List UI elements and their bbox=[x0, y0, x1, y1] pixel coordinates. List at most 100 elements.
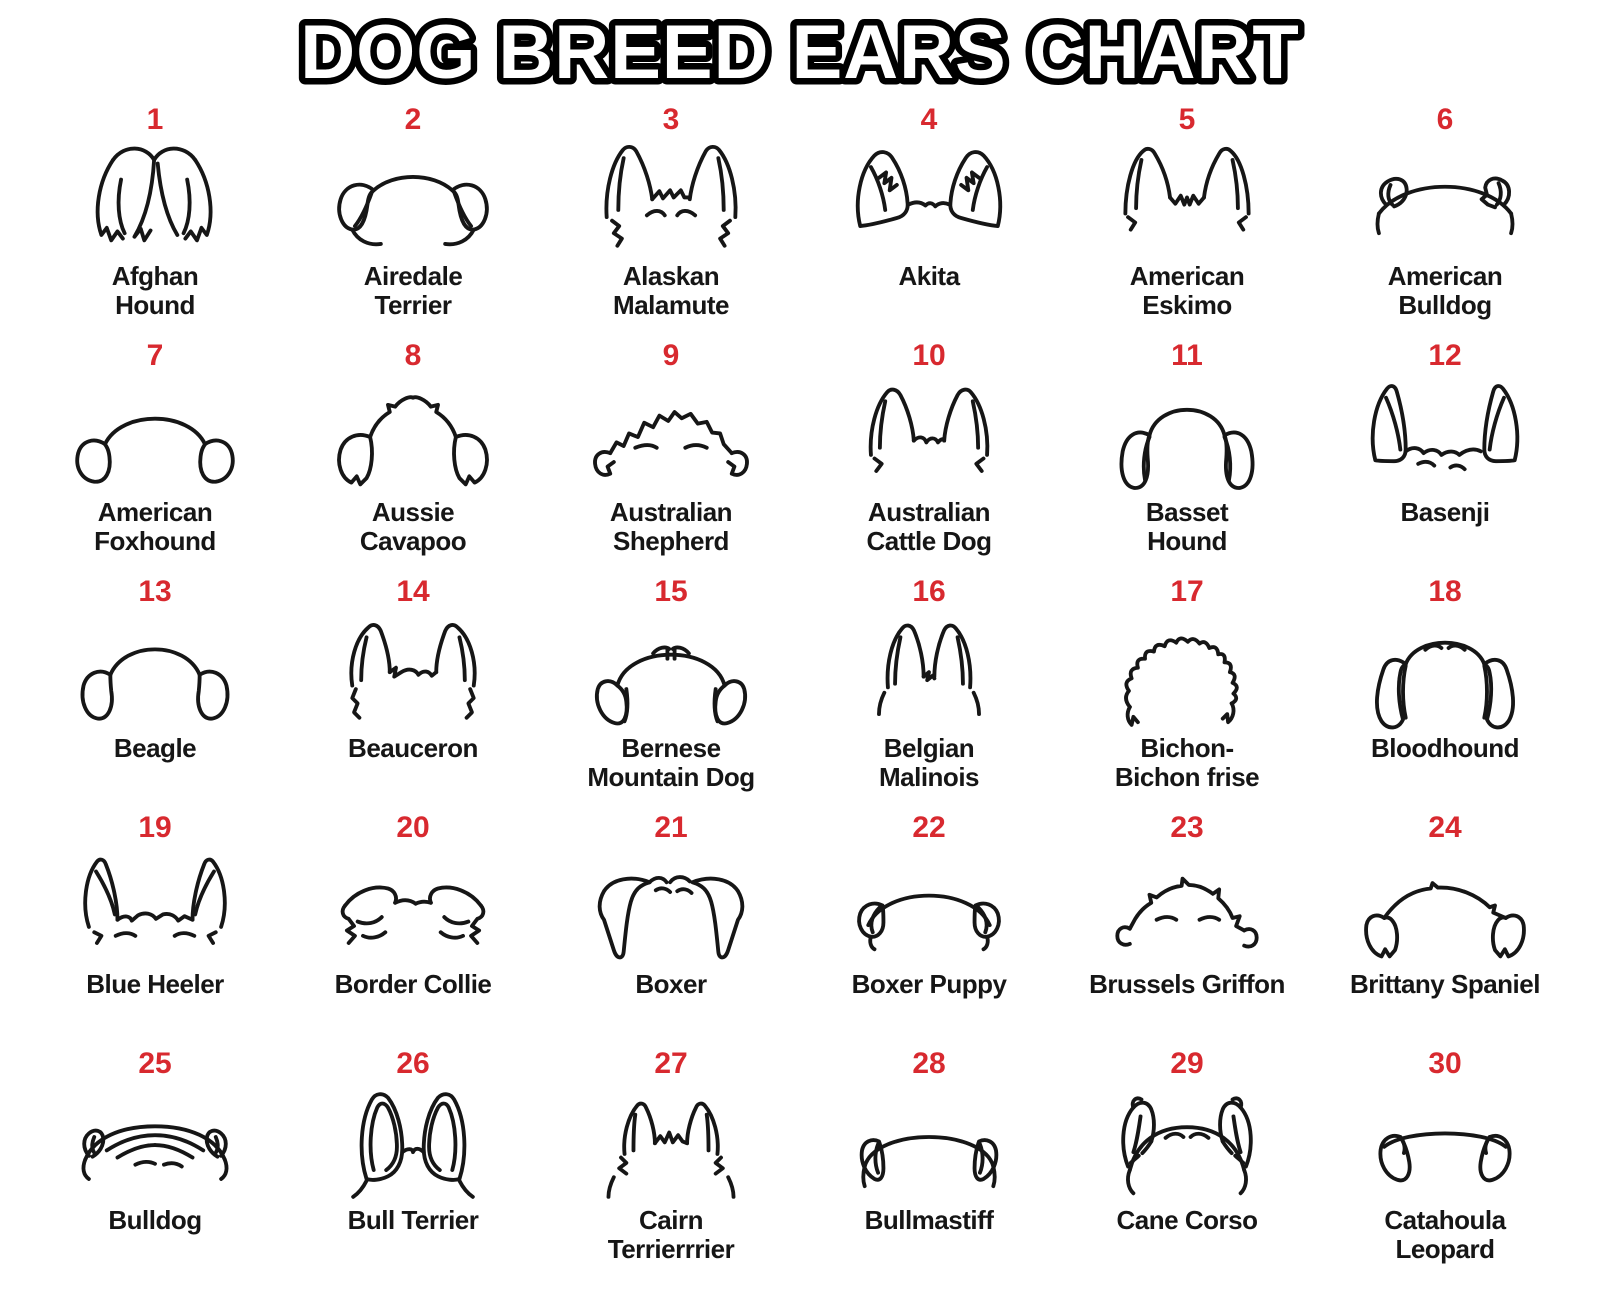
breed-number: 16 bbox=[912, 575, 946, 608]
breed-cell-bull-terrier: 26 Bull Terrier bbox=[284, 1048, 542, 1284]
breed-cell-brussels-griffon: 23 Brussels Griffon bbox=[1058, 812, 1316, 1048]
breed-name: Aussie Cavapoo bbox=[359, 497, 467, 557]
bernese-mountain-dog-ears-illustration bbox=[595, 645, 747, 726]
basenji-ears-illustration bbox=[1370, 384, 1520, 472]
breed-number: 18 bbox=[1428, 575, 1462, 608]
australian-shepherd-ears-illustration bbox=[593, 410, 749, 477]
breed-cell-bullmastiff: 28 Bullmastiff bbox=[800, 1048, 1058, 1284]
poster-header: DOG BREED EARS CHART bbox=[0, 0, 1600, 104]
breed-cell-alaskan-malamute: 3 Alaskan Malamute bbox=[542, 104, 800, 340]
bulldog-ears-illustration bbox=[81, 1124, 229, 1181]
breed-number: 30 bbox=[1428, 1047, 1462, 1080]
breed-number: 25 bbox=[138, 1047, 172, 1080]
border-collie-ears-illustration bbox=[340, 885, 486, 945]
breed-number: 20 bbox=[396, 811, 430, 844]
breed-number: 13 bbox=[138, 575, 172, 608]
breed-cell-american-bulldog: 6 American Bulldog bbox=[1316, 104, 1574, 340]
breed-number: 21 bbox=[654, 811, 688, 844]
beagle-ears-illustration bbox=[80, 647, 230, 721]
breed-number: 26 bbox=[396, 1047, 430, 1080]
breed-name: Catahoula Leopard bbox=[1384, 1205, 1506, 1265]
breed-number: 29 bbox=[1170, 1047, 1204, 1080]
breed-cell-boxer-puppy: 22 Boxer Puppy bbox=[800, 812, 1058, 1048]
beauceron-ears-illustration bbox=[349, 623, 477, 720]
breed-cell-american-eskimo: 5 American Eskimo bbox=[1058, 104, 1316, 340]
page-title: DOG BREED EARS CHART bbox=[300, 10, 1300, 95]
breed-name: Alaskan Malamute bbox=[613, 261, 729, 321]
breed-cell-blue-heeler: 19 Blue Heeler bbox=[26, 812, 284, 1048]
breed-number: 15 bbox=[654, 575, 688, 608]
breed-name: Australian Cattle Dog bbox=[866, 497, 993, 557]
breed-cell-american-foxhound: 7 American Foxhound bbox=[26, 340, 284, 576]
boxer-ears-illustration bbox=[597, 875, 745, 960]
breed-cell-australian-cattle-dog: 10 Australian Cattle Dog bbox=[800, 340, 1058, 576]
breed-name: Beauceron bbox=[348, 733, 478, 763]
boxer-puppy-ears-illustration bbox=[857, 893, 1001, 952]
breed-cell-australian-shepherd: 9 Australian Shepherd bbox=[542, 340, 800, 576]
breed-name: Bernese Mountain Dog bbox=[587, 733, 755, 793]
breed-cell-afghan-hound: 1 Afghan Hound bbox=[26, 104, 284, 340]
breed-number: 9 bbox=[662, 339, 680, 372]
breed-name: Boxer bbox=[635, 969, 707, 999]
basset-hound-ears-illustration bbox=[1119, 407, 1255, 490]
breed-name: Afghan Hound bbox=[111, 261, 199, 321]
breed-name: Brussels Griffon bbox=[1089, 969, 1285, 999]
breed-number: 23 bbox=[1170, 811, 1204, 844]
catahoula-leopard-ears-illustration bbox=[1378, 1131, 1512, 1183]
breed-number: 14 bbox=[396, 575, 430, 608]
bull-terrier-ears-illustration bbox=[351, 1092, 475, 1199]
breed-cell-basset-hound: 11 Basset Hound bbox=[1058, 340, 1316, 576]
breed-name: American Eskimo bbox=[1129, 261, 1245, 321]
breed-name: Bullmastiff bbox=[864, 1205, 994, 1235]
bloodhound-ears-illustration bbox=[1375, 640, 1515, 730]
breed-name: Airedale Terrier bbox=[363, 261, 463, 321]
breed-number: 3 bbox=[662, 103, 680, 136]
breed-number: 19 bbox=[138, 811, 172, 844]
airedale-terrier-ears-illustration bbox=[337, 175, 489, 247]
breed-cell-bulldog: 25 Bulldog bbox=[26, 1048, 284, 1284]
breed-number: 12 bbox=[1428, 339, 1462, 372]
american-foxhound-ears-illustration bbox=[75, 416, 235, 484]
breed-name: Brittany Spaniel bbox=[1350, 969, 1540, 999]
breed-cell-basenji: 12 Basenji bbox=[1316, 340, 1574, 576]
breed-name: Bulldog bbox=[108, 1205, 202, 1235]
akita-ears-illustration bbox=[855, 150, 1003, 228]
breed-name: Akita bbox=[898, 261, 960, 291]
breed-cell-brittany-spaniel: 24 Brittany Spaniel bbox=[1316, 812, 1574, 1048]
cane-corso-ears-illustration bbox=[1121, 1096, 1253, 1196]
breed-cell-beauceron: 14 Beauceron bbox=[284, 576, 542, 812]
breed-cell-akita: 4 Akita bbox=[800, 104, 1058, 340]
breed-name: Bloodhound bbox=[1370, 733, 1520, 763]
american-eskimo-ears-illustration bbox=[1123, 146, 1251, 232]
breed-number: 17 bbox=[1170, 575, 1204, 608]
breed-name: American Foxhound bbox=[94, 497, 216, 557]
breed-grid: 1 Afghan Hound 2 bbox=[0, 104, 1600, 1284]
breed-number: 10 bbox=[912, 339, 946, 372]
breed-number: 4 bbox=[920, 103, 938, 136]
aussie-cavapoo-ears-illustration bbox=[337, 395, 489, 487]
breed-number: 1 bbox=[146, 103, 164, 136]
breed-name: Border Collie bbox=[334, 969, 492, 999]
bichon-frise-ears-illustration bbox=[1124, 636, 1239, 727]
belgian-malinois-ears-illustration bbox=[877, 623, 981, 717]
breed-cell-catahoula-leopard: 30 Catahoula Leopard bbox=[1316, 1048, 1574, 1284]
breed-name: Bichon- Bichon frise bbox=[1114, 733, 1260, 793]
breed-name: Cane Corso bbox=[1116, 1205, 1258, 1235]
breed-number: 8 bbox=[404, 339, 422, 372]
breed-name: Australian Shepherd bbox=[609, 497, 733, 557]
brittany-spaniel-ears-illustration bbox=[1364, 881, 1526, 959]
breed-name: Blue Heeler bbox=[86, 969, 224, 999]
breed-cell-border-collie: 20 Border Collie bbox=[284, 812, 542, 1048]
breed-number: 2 bbox=[404, 103, 422, 136]
bullmastiff-ears-illustration bbox=[859, 1135, 999, 1189]
breed-name: Basenji bbox=[1400, 497, 1491, 527]
breed-number: 22 bbox=[912, 811, 946, 844]
american-bulldog-ears-illustration bbox=[1375, 176, 1515, 236]
breed-cell-cairn-terrier: 27 Cairn Terrierrrier bbox=[542, 1048, 800, 1284]
breed-number: 28 bbox=[912, 1047, 946, 1080]
breed-cell-bichon-frise: 17 Bichon- Bichon frise bbox=[1058, 576, 1316, 812]
breed-cell-bernese-mountain-dog: 15 Bernese Mountain Dog bbox=[542, 576, 800, 812]
poster-title-art: DOG BREED EARS CHART bbox=[294, 4, 1306, 102]
breed-cell-cane-corso: 29 Cane Corso bbox=[1058, 1048, 1316, 1284]
